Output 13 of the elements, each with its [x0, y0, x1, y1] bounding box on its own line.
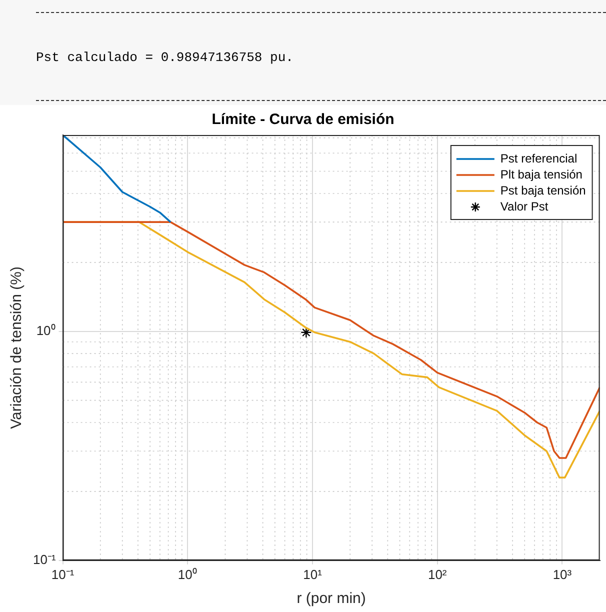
- chart-title: Límite - Curva de emisión: [212, 111, 394, 128]
- legend-label: Pst referencial: [500, 151, 578, 166]
- x-tick-label: 10⁰: [178, 566, 198, 582]
- x-tick-label: 10⁻¹: [51, 566, 75, 582]
- x-tick-label: 10²: [428, 566, 448, 582]
- x-axis-title: r (por min): [296, 590, 366, 608]
- legend-label: Plt baja tensión: [500, 167, 582, 182]
- text: Pst calculado = 0.98947136758 pu.: [36, 50, 294, 65]
- x-tick-label: 10¹: [303, 566, 323, 582]
- legend-label: Pst baja tensión: [500, 183, 586, 198]
- x-tick-label: 10³: [552, 566, 572, 582]
- y-axis-title: Variación de tensión (%): [8, 266, 26, 429]
- legend-label: Valor Pst: [500, 199, 549, 214]
